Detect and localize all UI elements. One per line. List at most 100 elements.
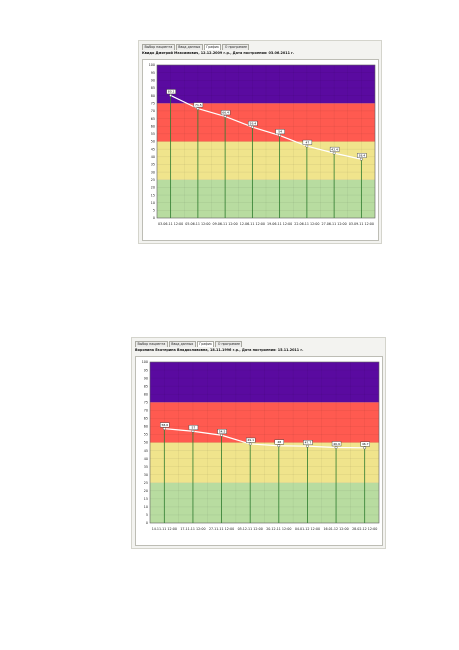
chart-area: 0 5 10 15 20 25 30 35 40 45 50 55 60 65 70 75 80 85 90 95 10… — [135, 356, 383, 546]
zone-band — [157, 179, 375, 218]
data-label: 47 — [305, 140, 309, 144]
data-label-box — [357, 153, 367, 158]
plot-frame — [156, 64, 376, 219]
y-tick-label: 45 — [144, 449, 148, 453]
data-point — [306, 444, 309, 448]
y-tick-label: 0 — [153, 216, 155, 220]
zone-band — [150, 442, 379, 483]
data-label-box — [245, 437, 256, 443]
y-tick-label: 90 — [144, 376, 148, 380]
y-tick-label: 10 — [151, 201, 155, 205]
data-label: 48 — [277, 440, 281, 444]
data-label: 42.4 — [331, 147, 338, 151]
y-tick-label: 50 — [151, 140, 155, 144]
y-tick-label: 100 — [149, 63, 155, 67]
data-point — [334, 446, 338, 449]
data-label: 80.1 — [168, 90, 175, 94]
series-line — [170, 94, 362, 160]
y-tick-label: 60 — [144, 425, 148, 429]
chart-svg: 0 5 10 15 20 25 30 35 40 45 50 55 60 65 70 75 80 85 90 95 10… — [149, 63, 376, 226]
y-tick-label: 55 — [144, 433, 148, 437]
x-tick-label: 19.06.11 12:00 — [267, 222, 292, 226]
data-label-box — [166, 89, 176, 95]
y-tick-label: 20 — [144, 489, 148, 493]
x-tick-label: 27.06.11 12:00 — [322, 222, 347, 226]
y-tick-label: 5 — [146, 513, 148, 517]
y-tick-label: 5 — [153, 209, 155, 213]
data-label: 66.4 — [222, 111, 229, 115]
data-label-box — [188, 425, 199, 430]
data-label: 49.1 — [247, 438, 254, 442]
data-point — [250, 125, 254, 129]
x-tick-label: 03.09.11 12:00 — [349, 222, 374, 226]
y-tick-label: 90 — [151, 79, 155, 83]
x-tick-label: 28.02.12 12:00 — [352, 527, 377, 531]
series-line — [164, 428, 365, 449]
y-tick-label: 45 — [151, 147, 155, 151]
data-point — [363, 446, 367, 450]
tab-chart[interactable]: График — [203, 44, 222, 50]
y-tick-label: 70 — [144, 409, 148, 413]
y-tick-label: 10 — [144, 505, 148, 509]
y-tick-label: 85 — [144, 384, 148, 388]
x-tick-label: 22.06.11 12:00 — [294, 222, 319, 226]
app-window-1: Выбор пациента Ввод данных График О прог… — [138, 40, 382, 244]
data-point — [223, 115, 227, 118]
data-label: 58.6 — [161, 423, 168, 427]
data-label-box — [160, 422, 170, 428]
y-tick-label: 65 — [144, 417, 148, 421]
y-tick-label: 50 — [144, 441, 148, 445]
tab-data-entry[interactable]: Ввод данных — [168, 341, 196, 347]
data-point — [278, 133, 282, 137]
x-tick-label: 03.06.11 12:00 — [158, 222, 183, 226]
zone-band — [150, 482, 379, 523]
x-tick-label: 14.11.11 12:00 — [152, 527, 177, 531]
x-tick-label: 17.11.11 12:00 — [180, 527, 205, 531]
y-tick-label: 75 — [144, 400, 148, 404]
data-label-box — [331, 441, 342, 447]
data-point — [248, 442, 252, 446]
data-point — [277, 444, 281, 448]
data-label: 57 — [192, 426, 196, 430]
y-tick-label: 20 — [151, 186, 155, 190]
data-label-box — [220, 110, 231, 116]
tab-patient-select[interactable]: Выбор пациента — [135, 341, 168, 347]
data-label: 46.9 — [333, 442, 340, 446]
tab-patient-select[interactable]: Выбор пациента — [142, 44, 175, 50]
tab-bar: Выбор пациента Ввод данных График О прог… — [135, 341, 243, 347]
y-tick-label: 25 — [144, 481, 148, 485]
tab-bar: Выбор пациента Ввод данных График О прог… — [142, 44, 250, 50]
tab-data-entry[interactable]: Ввод данных — [175, 44, 203, 50]
data-label: 59.4 — [250, 121, 257, 125]
y-tick-label: 0 — [146, 521, 148, 525]
data-point — [196, 107, 200, 111]
tab-chart[interactable]: График — [196, 341, 215, 347]
data-label-box — [217, 429, 227, 434]
app-window-2: Выбор пациента Ввод данных График О прог… — [131, 337, 386, 549]
y-tick-label: 65 — [151, 117, 155, 121]
data-label: 38.4 — [359, 154, 366, 158]
data-label-box — [329, 146, 340, 152]
y-tick-label: 95 — [144, 368, 148, 372]
tab-about[interactable]: О программе — [222, 44, 250, 50]
zone-band — [157, 65, 375, 104]
chart-title: Квидо Дмитрий Максимович, 12.12.2009 г.р… — [142, 51, 295, 55]
data-label-box — [303, 440, 313, 445]
x-tick-label: 16.01.12 12:00 — [323, 527, 348, 531]
y-tick-label: 40 — [151, 155, 155, 159]
y-tick-label: 85 — [151, 86, 155, 90]
x-tick-label: 12.06.11 12:00 — [240, 222, 265, 226]
x-tick-label: 04.01.12 12:00 — [295, 527, 320, 531]
data-point — [191, 429, 195, 433]
x-tick-label: 20.12.11 12:00 — [266, 527, 291, 531]
chart-title: Воронина Екатерина Владиславовна, 18.11.… — [135, 348, 304, 352]
y-tick-label: 75 — [151, 101, 155, 105]
zone-band — [157, 103, 375, 142]
y-tick-label: 70 — [151, 109, 155, 113]
y-tick-label: 30 — [144, 473, 148, 477]
data-label-box — [274, 439, 285, 445]
data-point — [305, 144, 309, 148]
tab-about[interactable]: О программе — [215, 341, 243, 347]
x-tick-label: 05.12.11 12:00 — [238, 527, 263, 531]
data-point — [162, 427, 166, 431]
